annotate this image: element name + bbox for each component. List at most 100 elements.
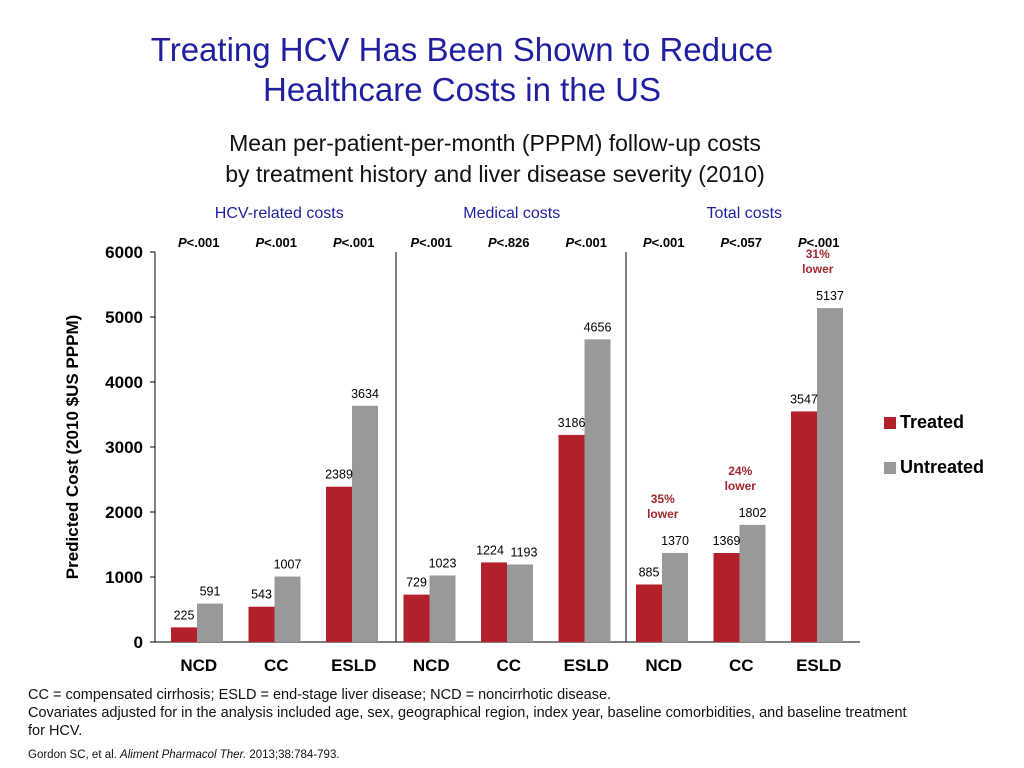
page-title: Treating HCV Has Been Shown to Reduce He… (100, 30, 824, 110)
y-tick-label: 5000 (105, 308, 143, 327)
category-label: NCD (180, 656, 217, 675)
value-label-untreated: 1193 (511, 545, 538, 559)
value-label-treated: 2389 (325, 468, 353, 482)
bar-treated (248, 606, 275, 642)
legend-label-treated: Treated (900, 412, 965, 432)
y-tick-label: 1000 (105, 568, 143, 587)
footnote-line-1: CC = compensated cirrhosis; ESLD = end-s… (28, 687, 612, 703)
p-value-symbol: P (798, 235, 807, 250)
bar-treated (171, 627, 197, 642)
p-value-number: <.001 (574, 235, 607, 250)
bar-treated (791, 411, 817, 642)
value-label-untreated: 1023 (429, 557, 457, 571)
category-label: ESLD (331, 656, 376, 675)
p-value-symbol: P (410, 235, 419, 250)
legend-label-untreated: Untreated (900, 457, 985, 477)
bar-untreated (352, 405, 378, 642)
footnote: CC = compensated cirrhosis; ESLD = end-s… (28, 686, 908, 740)
subtitle-line-2: by treatment history and liver disease s… (225, 161, 765, 187)
value-label-untreated: 1370 (661, 534, 689, 548)
reduction-text: lower (647, 507, 679, 521)
legend-swatch-treated (884, 417, 896, 430)
bar-treated (558, 434, 585, 642)
p-value-symbol: P (720, 235, 729, 250)
p-value-label: P<.001 (565, 235, 607, 250)
p-value-symbol: P (565, 235, 574, 250)
p-value-symbol: P (178, 235, 187, 250)
p-value-number: <.001 (419, 235, 452, 250)
bar-untreated (429, 575, 456, 642)
reduction-text: lower (802, 262, 834, 276)
value-label-treated: 3547 (790, 392, 818, 406)
p-value-label: P<.057 (720, 235, 762, 250)
y-tick-label: 2000 (105, 503, 143, 522)
p-value-label: P<.001 (178, 235, 220, 250)
value-label-treated: 1224 (476, 543, 504, 557)
bar-untreated (817, 308, 843, 642)
panel-label: Medical costs (463, 205, 560, 222)
y-tick-label: 6000 (105, 243, 143, 262)
p-value-label: P<.001 (410, 235, 452, 250)
value-label-untreated: 5137 (816, 289, 844, 303)
reduction-percent: 31% (806, 247, 830, 261)
subtitle-line-1: Mean per-patient-per-month (PPPM) follow… (229, 130, 761, 156)
value-label-untreated: 3634 (351, 387, 379, 401)
p-value-symbol: P (333, 235, 342, 250)
y-axis-label: Predicted Cost (2010 $US PPPM) (63, 315, 82, 580)
p-value-number: <.826 (497, 235, 530, 250)
p-value-label: P<.001 (255, 235, 297, 250)
bar-untreated (584, 339, 611, 642)
value-label-treated: 729 (406, 576, 427, 590)
p-value-number: <.001 (342, 235, 375, 250)
p-value-symbol: P (488, 235, 497, 250)
citation-details: 2013;38:784-793. (246, 749, 340, 761)
legend-swatch-untreated (884, 462, 896, 475)
legend-item-treated: Treated (884, 412, 964, 433)
p-value-label: P<.001 (798, 235, 840, 250)
bar-untreated (507, 564, 533, 642)
p-value-number: <.001 (187, 235, 220, 250)
p-value-number: <.001 (264, 235, 297, 250)
bar-untreated (739, 524, 766, 642)
chart-subtitle: Mean per-patient-per-month (PPPM) follow… (150, 128, 840, 190)
reduction-percent: 24% (728, 464, 752, 478)
y-tick-label: 4000 (105, 373, 143, 392)
footnote-line-2: Covariates adjusted for in the analysis … (28, 705, 907, 739)
category-label: ESLD (564, 656, 609, 675)
p-value-number: <.057 (729, 235, 762, 250)
value-label-untreated: 1802 (739, 506, 767, 520)
value-label-untreated: 4656 (584, 320, 612, 334)
category-label: CC (496, 656, 521, 675)
bar-untreated (197, 603, 223, 642)
citation-authors: Gordon SC, et al. (28, 749, 121, 761)
category-label: NCD (645, 656, 682, 675)
title-line-1: Treating HCV Has Been Shown to Reduce (150, 31, 774, 68)
bar-treated (481, 562, 507, 642)
reduction-percent: 35% (651, 492, 675, 506)
category-label: NCD (413, 656, 450, 675)
p-value-label: P<.001 (643, 235, 685, 250)
bar-untreated (274, 576, 301, 642)
citation-journal: Aliment Pharmacol Ther. (120, 749, 247, 761)
bar-treated (636, 584, 662, 642)
bar-untreated (662, 552, 688, 642)
bar-treated (326, 486, 352, 642)
citation: Gordon SC, et al. Aliment Pharmacol Ther… (28, 749, 340, 761)
p-value-number: <.001 (652, 235, 685, 250)
value-label-treated: 1369 (713, 534, 741, 548)
value-label-treated: 885 (639, 565, 660, 579)
p-value-label: P<.826 (488, 235, 530, 250)
p-value-symbol: P (255, 235, 264, 250)
y-tick-label: 0 (134, 633, 143, 652)
value-label-treated: 225 (174, 608, 195, 622)
y-tick-label: 3000 (105, 438, 143, 457)
category-label: CC (729, 656, 754, 675)
bar-treated (713, 553, 740, 642)
value-label-untreated: 591 (200, 585, 221, 599)
panel-label: Total costs (706, 205, 782, 222)
value-label-treated: 543 (251, 588, 272, 602)
value-label-untreated: 1007 (274, 558, 302, 572)
reduction-text: lower (725, 479, 757, 493)
title-line-2: Healthcare Costs in the US (262, 71, 661, 108)
